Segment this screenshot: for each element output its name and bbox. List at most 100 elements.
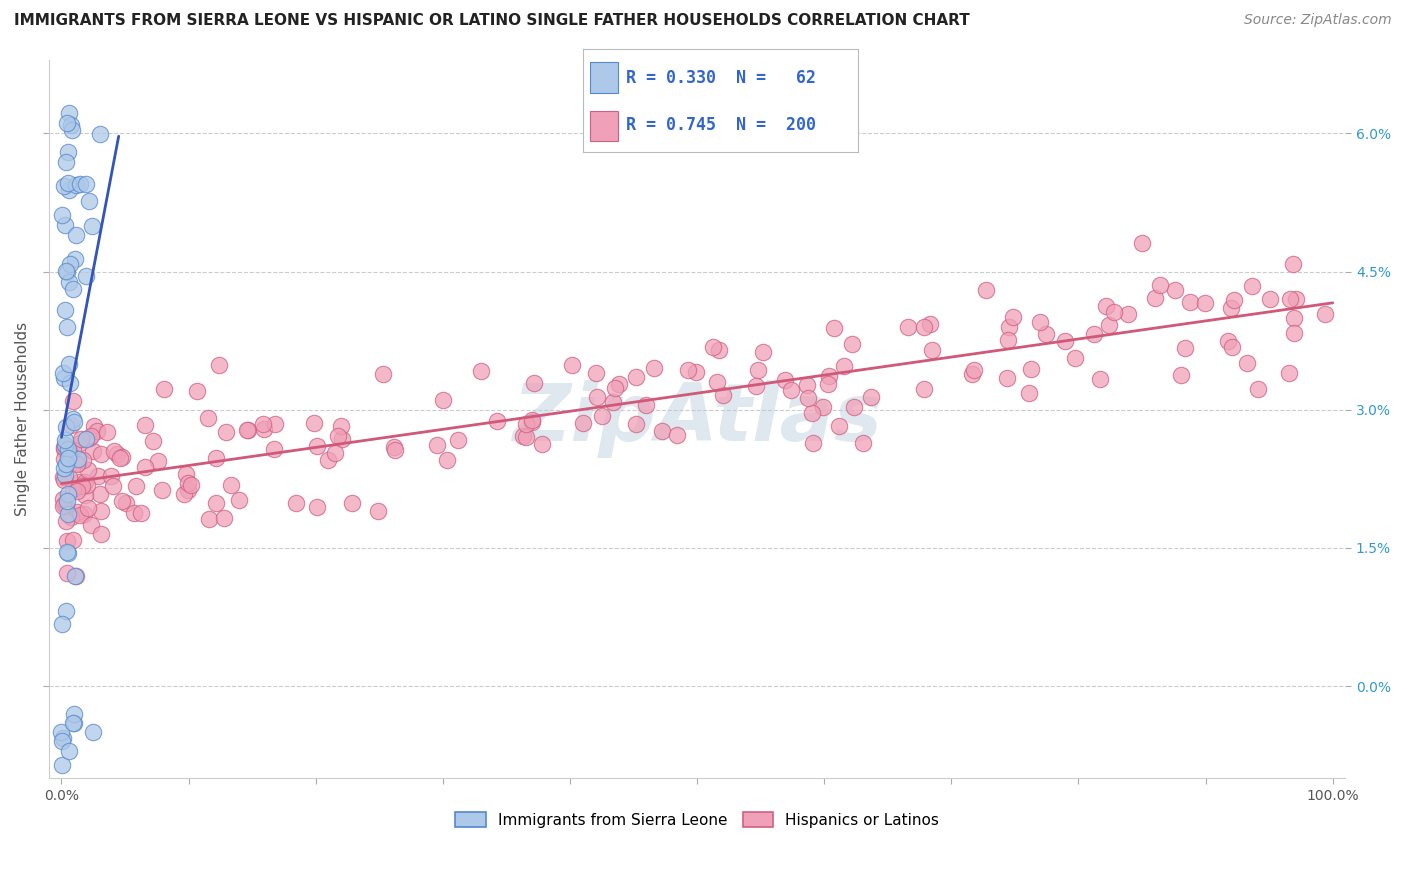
Point — [515, 429, 537, 443]
Point — [75, 177, 97, 191]
Point — [134, 460, 156, 475]
Point — [70, 478, 93, 492]
Point — [841, 336, 863, 351]
Point — [962, 368, 984, 382]
Point — [779, 383, 801, 397]
Point — [634, 398, 657, 412]
Point — [55, 264, 77, 278]
Point — [702, 340, 724, 354]
Point — [90, 527, 112, 541]
Point — [1282, 326, 1305, 340]
Point — [1053, 334, 1076, 348]
Point — [62, 483, 84, 497]
Point — [58, 105, 80, 120]
Point — [55, 154, 77, 169]
Point — [745, 379, 768, 393]
Point — [63, 568, 86, 582]
Legend: Immigrants from Sierra Leone, Hispanics or Latinos: Immigrants from Sierra Leone, Hispanics … — [447, 804, 946, 835]
Point — [76, 478, 98, 492]
Point — [796, 391, 818, 405]
Point — [62, 394, 84, 409]
Point — [198, 512, 221, 526]
Point — [103, 479, 125, 493]
Point — [685, 365, 707, 379]
Point — [586, 390, 609, 404]
Point — [75, 475, 97, 489]
Point — [82, 443, 104, 458]
Point — [307, 439, 329, 453]
Point — [53, 370, 76, 384]
Point — [515, 417, 537, 431]
Point — [114, 496, 136, 510]
Point — [520, 413, 543, 427]
Point — [302, 416, 325, 430]
Point — [90, 447, 112, 461]
Point — [1035, 326, 1057, 341]
Point — [65, 178, 87, 192]
Point — [470, 364, 492, 378]
Point — [83, 419, 105, 434]
Point — [111, 494, 134, 508]
Point — [436, 453, 458, 467]
Point — [585, 367, 607, 381]
Point — [512, 429, 534, 443]
Point — [751, 345, 773, 359]
Point — [1246, 382, 1268, 396]
Point — [252, 417, 274, 431]
Point — [180, 478, 202, 492]
Point — [976, 283, 998, 297]
Point — [643, 361, 665, 376]
Point — [72, 452, 94, 467]
Point — [1064, 351, 1087, 365]
Point — [811, 400, 834, 414]
Point — [603, 381, 626, 395]
Point — [666, 427, 689, 442]
Point — [1170, 368, 1192, 382]
Point — [56, 116, 79, 130]
Point — [323, 445, 346, 459]
Point — [62, 282, 84, 296]
Point — [963, 362, 986, 376]
Point — [1143, 291, 1166, 305]
Point — [897, 319, 920, 334]
Point — [66, 484, 89, 499]
Point — [52, 731, 75, 745]
Point — [651, 424, 673, 438]
Point — [58, 357, 80, 371]
Point — [253, 422, 276, 436]
Point — [995, 370, 1018, 384]
Point — [626, 369, 648, 384]
Point — [56, 534, 79, 549]
Point — [56, 546, 79, 560]
Point — [197, 411, 219, 425]
Point — [214, 425, 236, 439]
Point — [264, 417, 287, 431]
Point — [852, 436, 875, 450]
Text: ZipAtlas: ZipAtlas — [512, 380, 882, 458]
Point — [918, 317, 941, 331]
Point — [142, 434, 165, 448]
Point — [796, 378, 818, 392]
Point — [238, 423, 260, 437]
Point — [330, 432, 353, 446]
Point — [1083, 326, 1105, 341]
Point — [382, 440, 405, 454]
Point — [51, 758, 73, 772]
Point — [1278, 366, 1301, 380]
Point — [80, 517, 103, 532]
Point — [1313, 307, 1336, 321]
Point — [371, 368, 394, 382]
Point — [921, 343, 943, 358]
Point — [52, 499, 75, 513]
Point — [55, 604, 77, 618]
Point — [69, 177, 91, 191]
Point — [58, 182, 80, 196]
Point — [55, 514, 77, 528]
Point — [801, 436, 824, 450]
Point — [77, 431, 100, 445]
Bar — [591, 62, 617, 93]
Point — [65, 228, 87, 243]
Point — [58, 256, 80, 270]
Point — [63, 715, 86, 730]
Point — [52, 491, 75, 506]
